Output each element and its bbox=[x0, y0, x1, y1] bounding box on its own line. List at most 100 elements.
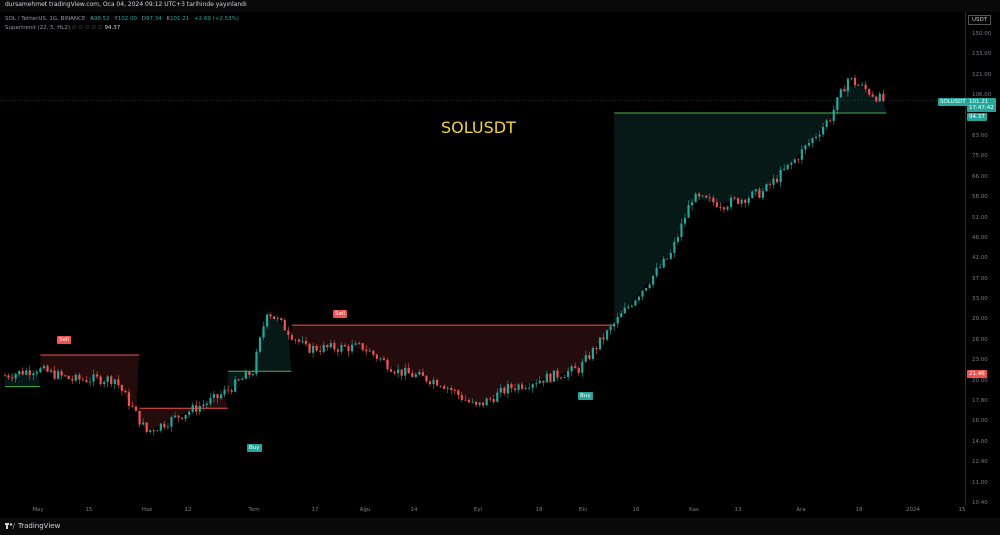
candle-body bbox=[450, 388, 453, 391]
y-tick-label: 121.00 bbox=[972, 71, 992, 78]
x-tick-label: Ara bbox=[796, 507, 806, 513]
candle-body bbox=[329, 343, 332, 348]
x-tick-label: 13 bbox=[734, 507, 742, 513]
candle-body bbox=[733, 197, 736, 199]
candle-body bbox=[439, 385, 442, 387]
candle-body bbox=[729, 197, 733, 208]
x-tick-label: 2024 bbox=[906, 507, 920, 513]
stop-badge: 21.46 bbox=[967, 370, 987, 378]
candle-body bbox=[389, 369, 393, 372]
candle-body bbox=[779, 169, 782, 183]
y-tick-label: 75.00 bbox=[972, 153, 988, 160]
x-tick-label: May bbox=[32, 507, 44, 513]
sell-signal-2: Sell bbox=[333, 310, 347, 318]
indicator-name[interactable]: Supertrend (22, 5, HL2) bbox=[5, 25, 71, 31]
buy-signal-2: Buy bbox=[578, 392, 593, 400]
candle-body bbox=[308, 343, 311, 353]
candle-body bbox=[25, 370, 28, 375]
candle-body bbox=[520, 384, 524, 389]
candle-body bbox=[492, 398, 495, 402]
candle-body bbox=[797, 159, 800, 161]
candle-body bbox=[563, 377, 566, 378]
candle-body bbox=[503, 387, 506, 394]
candle-body bbox=[506, 384, 510, 394]
candle-body bbox=[7, 375, 10, 378]
indicator-legend: Supertrend (22, 5, HL2) ∅ ∅ ∅ ∅ ∅ 94.37 bbox=[5, 25, 120, 31]
y-tick-label: 33.00 bbox=[972, 296, 988, 303]
candle-body bbox=[609, 326, 612, 331]
x-tick-label: 18 bbox=[535, 507, 543, 513]
chart-plot-area[interactable] bbox=[0, 12, 966, 505]
candle-body bbox=[184, 414, 187, 419]
candle-body bbox=[265, 314, 269, 327]
candle-body bbox=[297, 339, 301, 342]
candle-body bbox=[882, 93, 885, 101]
currency-button[interactable]: USDT bbox=[968, 15, 992, 25]
candle-body bbox=[156, 430, 159, 432]
sell-signal-1: Sell bbox=[57, 336, 71, 344]
candle-body bbox=[595, 347, 598, 350]
y-tick-label: 42.00 bbox=[972, 255, 988, 262]
candle-body bbox=[92, 374, 95, 382]
candle-body bbox=[524, 387, 527, 389]
candle-body bbox=[414, 374, 417, 377]
candle-body bbox=[719, 207, 722, 208]
candle-body bbox=[683, 217, 687, 224]
candle-body bbox=[149, 430, 152, 432]
candle-body bbox=[680, 223, 683, 238]
x-tick-label: Ağu bbox=[359, 507, 371, 513]
candle-body bbox=[262, 326, 265, 338]
candle-body bbox=[202, 404, 205, 406]
candle-body bbox=[605, 330, 609, 340]
indicator-placeholders: ∅ ∅ ∅ ∅ ∅ bbox=[71, 25, 103, 31]
x-tick-label: 18 bbox=[855, 507, 863, 513]
candle-body bbox=[106, 376, 109, 382]
candle-body bbox=[786, 164, 789, 169]
buy-signal-1: Buy bbox=[247, 444, 262, 452]
candle-body bbox=[404, 368, 407, 376]
symbol-name[interactable]: SOL / TetherUS, 1G, BINANCE bbox=[5, 16, 86, 22]
candle-body bbox=[42, 366, 46, 369]
candle-body bbox=[836, 97, 839, 110]
candle-body bbox=[205, 403, 208, 405]
candle-body bbox=[425, 375, 428, 382]
candle-body bbox=[496, 392, 499, 402]
candle-body bbox=[574, 366, 577, 369]
y-tick-label: 12.40 bbox=[972, 459, 988, 466]
y-tick-label: 133.00 bbox=[972, 51, 992, 58]
candle-body bbox=[630, 305, 633, 307]
candle-body bbox=[616, 317, 619, 324]
candle-body bbox=[166, 426, 170, 428]
candle-body bbox=[655, 268, 658, 276]
candle-body bbox=[78, 374, 81, 380]
candle-body bbox=[340, 345, 343, 352]
candle-body bbox=[644, 287, 648, 291]
candle-body bbox=[832, 109, 835, 121]
supertrend-badge: 94.37 bbox=[967, 113, 987, 121]
candle-body bbox=[637, 296, 641, 301]
x-tick-label: Eyl bbox=[473, 507, 483, 513]
candle-body bbox=[708, 197, 711, 199]
candle-body bbox=[138, 410, 141, 425]
candle-body bbox=[418, 372, 421, 375]
candle-body bbox=[591, 347, 595, 359]
candle-body bbox=[768, 184, 772, 185]
countdown: 17:47:42 bbox=[969, 105, 994, 111]
low-value: 97.34 bbox=[145, 16, 162, 22]
candle-body bbox=[740, 199, 743, 204]
candle-body bbox=[598, 337, 602, 350]
candle-body bbox=[21, 370, 24, 375]
candle-body bbox=[198, 405, 201, 412]
candle-body bbox=[375, 354, 378, 359]
candle-body bbox=[432, 380, 435, 385]
candle-body bbox=[744, 199, 747, 203]
x-tick-label: 15 bbox=[958, 507, 966, 513]
candle-body bbox=[294, 339, 297, 341]
low-label: D bbox=[141, 16, 146, 22]
tradingview-logo[interactable]: TradingView bbox=[5, 522, 60, 530]
candle-body bbox=[251, 374, 255, 376]
y-tick-label: 17.80 bbox=[972, 398, 988, 405]
candle-body bbox=[95, 374, 99, 377]
candle-body bbox=[361, 343, 364, 350]
candle-body bbox=[864, 84, 867, 90]
